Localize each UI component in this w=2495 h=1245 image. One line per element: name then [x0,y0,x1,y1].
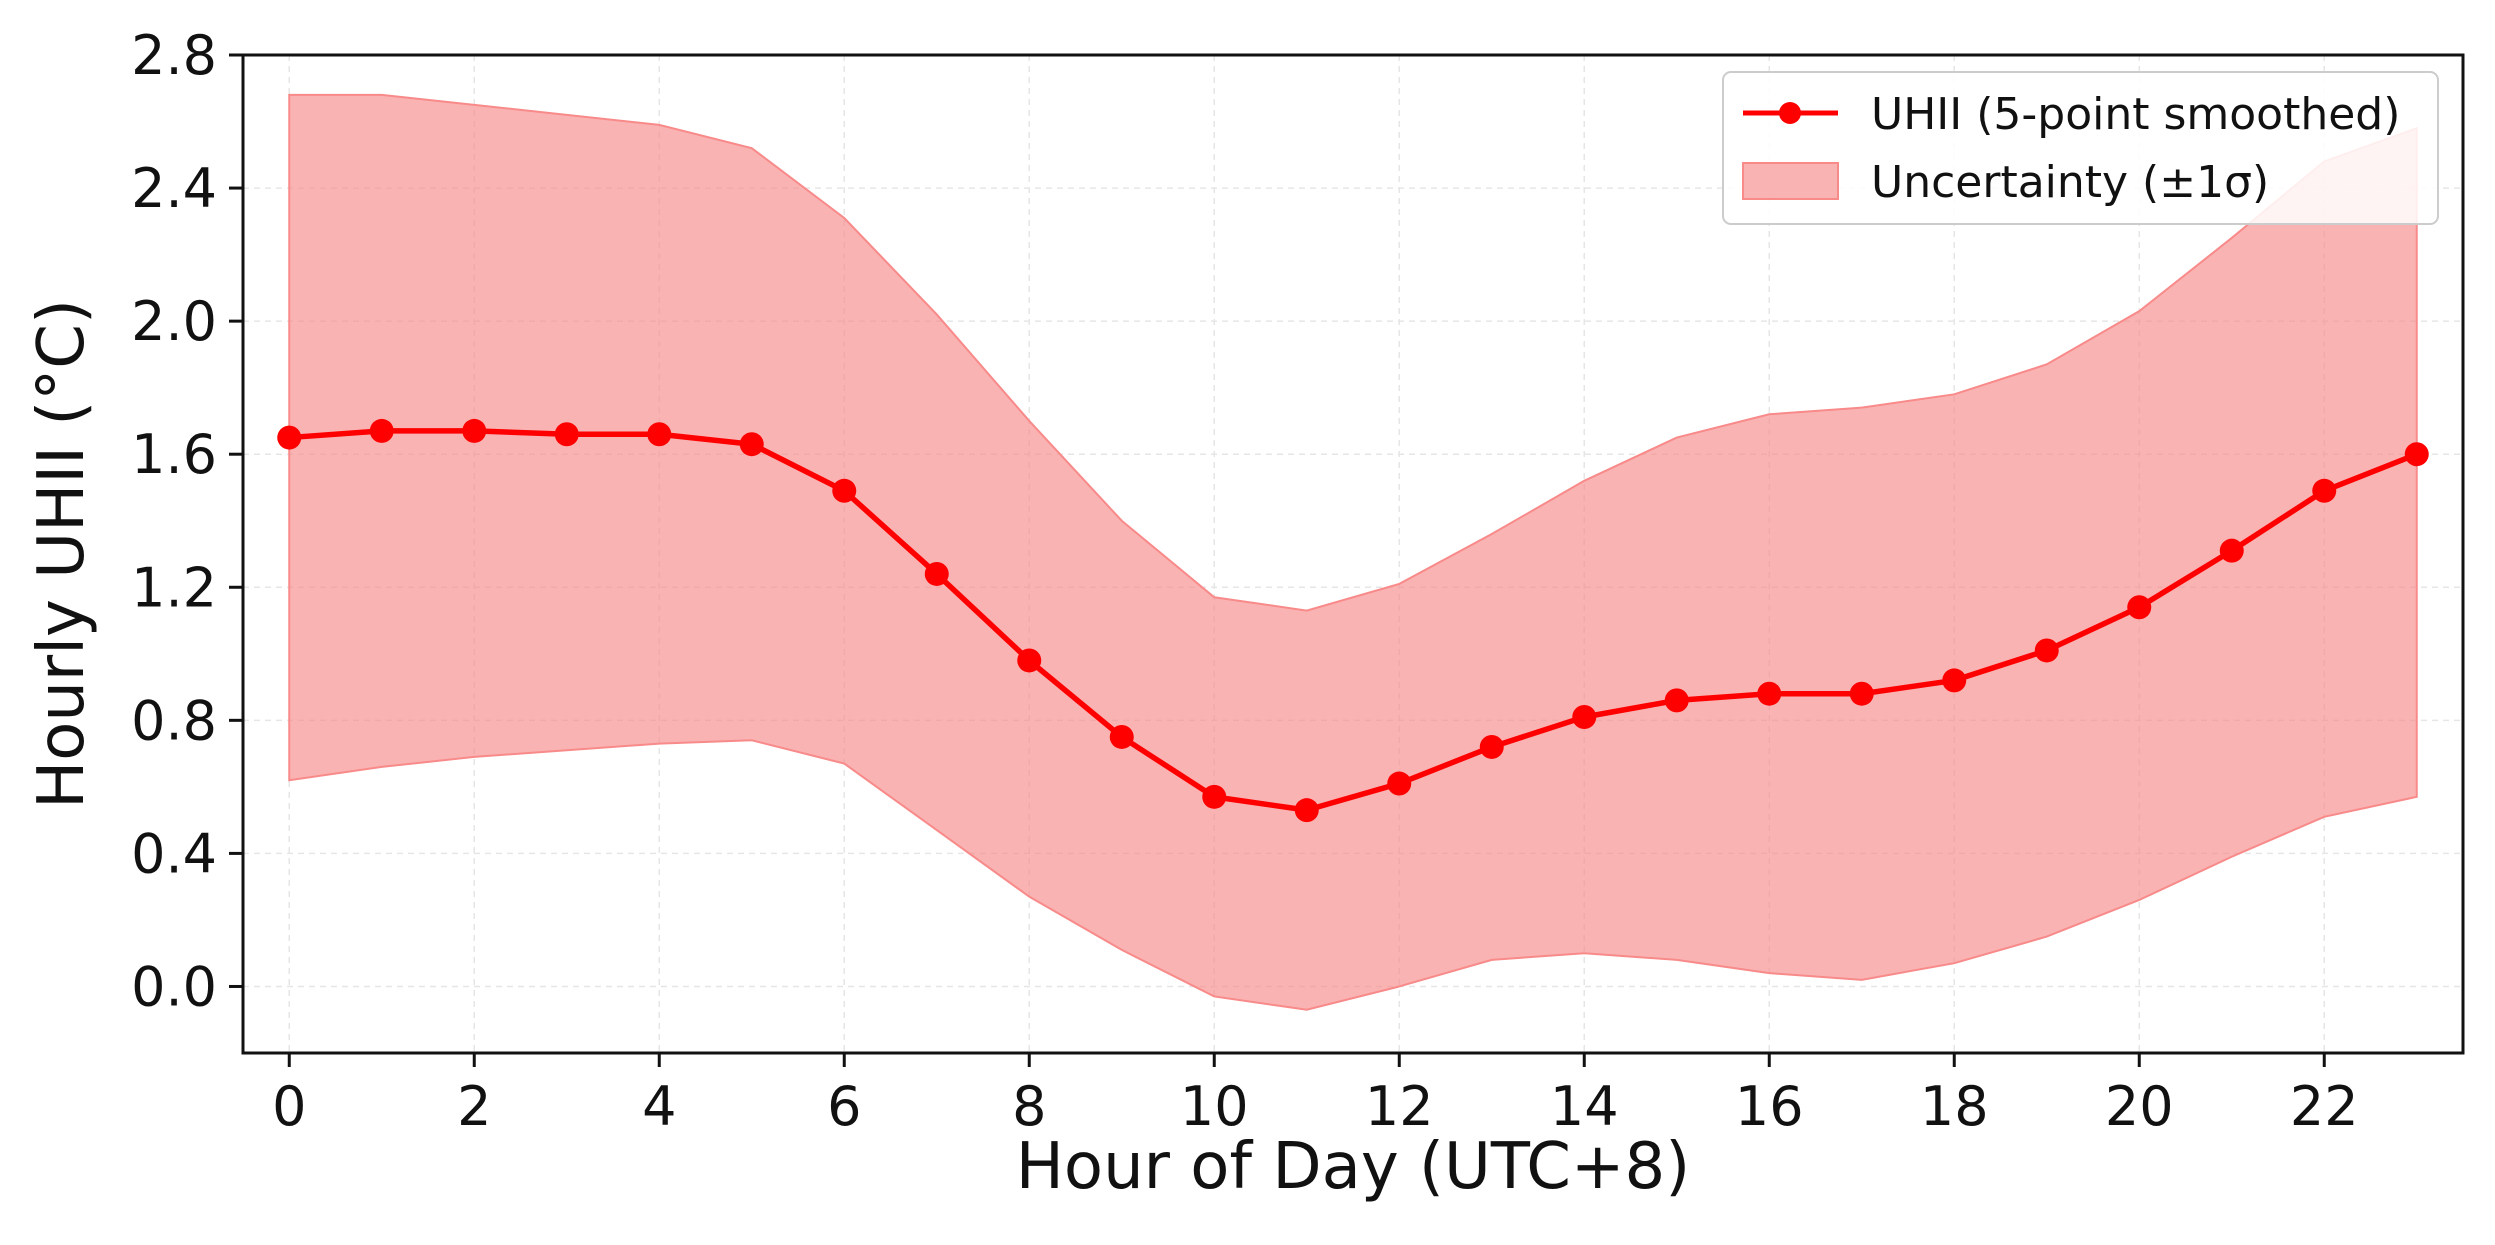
uhii-point [832,478,857,503]
uhii-point [462,418,487,443]
uhii-line-layer [277,418,2429,823]
y-tick-label: 0.0 [131,955,217,1018]
y-tick-label: 0.8 [131,689,217,752]
uhii-point [1387,771,1412,796]
uhii-point [1572,705,1597,730]
x-tick-label: 6 [827,1075,861,1138]
uncertainty-band-layer [288,93,2418,1011]
legend-box [1722,71,2439,225]
x-axis-title: Hour of Day (UTC+8) [1016,1130,1690,1204]
uhii-point [739,432,764,457]
uncertainty-band [288,93,2418,1011]
uhii-point [1942,668,1967,693]
y-tick-label: 1.2 [131,556,217,619]
uhii-point [1849,681,1874,706]
uhii-point [924,561,949,586]
uhii-point [2219,538,2244,563]
y-tick-label: 2.0 [131,290,217,353]
uhii-point [2034,638,2059,663]
y-axis-ticks: 0.0 0.4 0.8 1.2 1.6 2.0 2.4 2.8 [131,24,243,1018]
uhii-point [1664,688,1689,713]
x-tick-label: 10 [1180,1075,1249,1138]
y-tick-label: 2.8 [131,24,217,87]
uhii-line [289,428,2418,813]
x-tick-label: 22 [2290,1075,2359,1138]
x-tick-label: 8 [1012,1075,1046,1138]
uhii-point [1109,724,1134,749]
legend-label-uhii: UHII (5-point smoothed) [1871,89,2400,140]
x-tick-label: 0 [272,1075,306,1138]
y-axis-title: Hourly UHII (°C) [25,299,99,809]
x-tick-label: 20 [2105,1075,2174,1138]
legend-label-uncertainty: Uncertainty (±1σ) [1871,157,2269,208]
x-tick-label: 4 [642,1075,676,1138]
uhii-point [277,425,302,450]
uhii-point [1202,784,1227,809]
uhii-point [1757,681,1782,706]
uhii-point [647,422,672,447]
x-tick-label: 16 [1735,1075,1804,1138]
uhii-point [2404,442,2429,467]
uhii-point [2127,595,2152,620]
uhii-point [2312,478,2337,503]
legend-marker-swatch [1779,102,1801,124]
plot-frame [241,53,2465,1055]
legend-band-swatch [1742,162,1839,200]
x-axis-ticks: 0 2 4 6 8 10 12 14 16 18 20 22 [272,1053,2359,1138]
uhii-point [1017,648,1042,673]
y-tick-label: 2.4 [131,157,217,220]
x-tick-label: 18 [1920,1075,1989,1138]
y-tick-label: 0.4 [131,822,217,885]
uhii-point [554,422,579,447]
uhii-point [1294,798,1319,823]
y-tick-label: 1.6 [131,423,217,486]
x-tick-label: 2 [457,1075,491,1138]
uhii-point [1479,734,1504,759]
legend: UHII (5-point smoothed) Uncertainty (±1σ… [1722,71,2439,225]
x-tick-label: 12 [1365,1075,1434,1138]
uhii-point [369,418,394,443]
x-tick-label: 14 [1550,1075,1619,1138]
